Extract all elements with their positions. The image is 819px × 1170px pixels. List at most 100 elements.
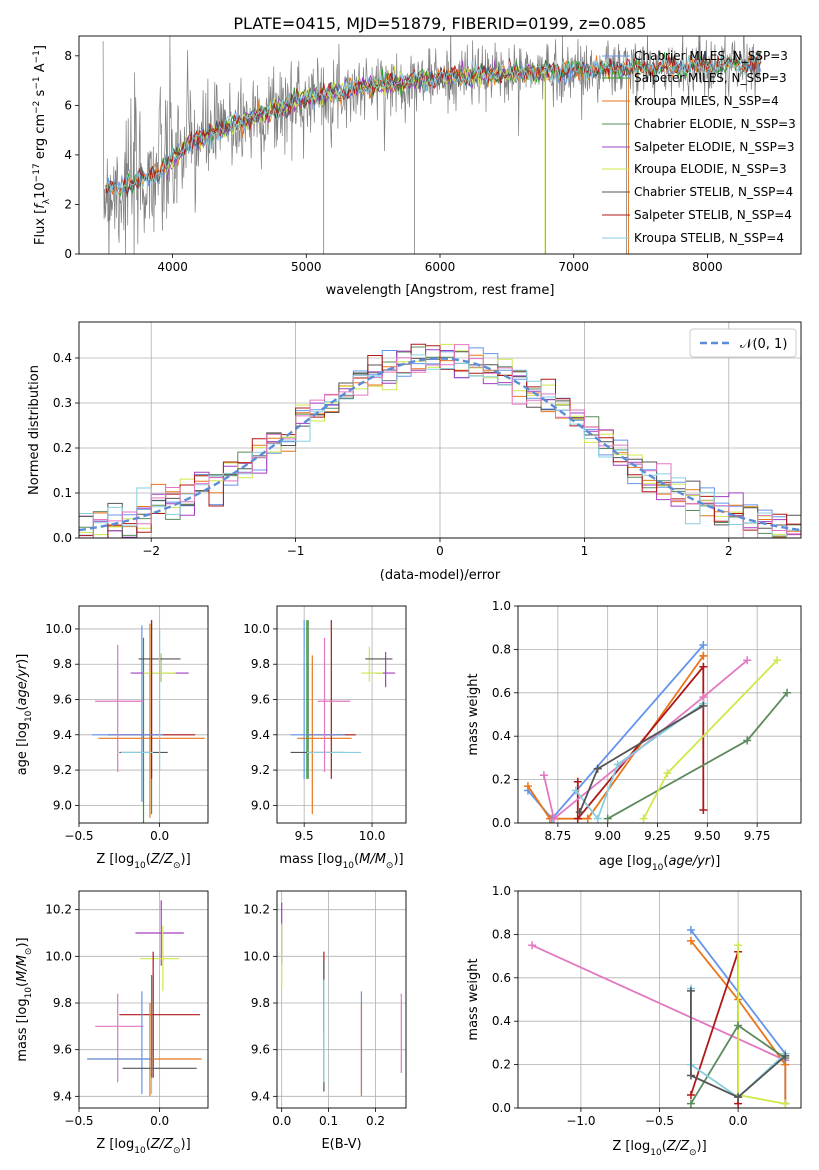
axes-frame (78, 890, 209, 1109)
x-tick-label: 0.0 (729, 1114, 748, 1128)
axes-frame (276, 890, 407, 1109)
legend-entry: Kroupa STELIB, N_SSP=4 (602, 231, 784, 245)
y-tick-label: 0.6 (492, 971, 511, 985)
weight-marker (734, 941, 743, 950)
x-tick-label: −0.5 (645, 1114, 674, 1128)
y-tick-label: 0.2 (53, 441, 72, 455)
model-spectrum-line (165, 59, 548, 181)
x-tick-label: 0.0 (150, 829, 169, 843)
legend-label: Kroupa MILES, N_SSP=4 (634, 94, 779, 108)
weight-series-line (578, 705, 704, 813)
weight-marker (781, 1051, 790, 1060)
y-tick-label: 0.3 (53, 396, 72, 410)
weight-series-line (531, 944, 786, 1062)
y-tick-label: 0.4 (53, 351, 72, 365)
x-tick-label: 0.2 (366, 1114, 385, 1128)
y-tick-label: 9.0 (251, 798, 270, 812)
legend-label: Salpeter STELIB, N_SSP=4 (634, 208, 792, 222)
axes-frame (78, 605, 209, 824)
plot-area (79, 343, 801, 538)
x-tick-label: −1 (287, 544, 305, 558)
x-tick-label: −0.5 (64, 829, 93, 843)
weight-marker (699, 662, 708, 671)
plot-area (281, 902, 402, 1097)
x-tick-label: 9.25 (644, 829, 671, 843)
y-tick-label: 0.8 (492, 927, 511, 941)
age-vs-mass-panel: 9.5 10.0 9.0 9.2 9.4 9.6 9.8 10.0 mass [log10(M/… (243, 605, 407, 871)
x-tick-label: 1 (581, 544, 589, 558)
y-tick-label: 0 (64, 247, 72, 261)
axes-frame (78, 321, 802, 539)
weight-marker (593, 764, 602, 773)
gridlines (277, 891, 406, 1108)
axes-frame (276, 605, 407, 824)
y-tick-label: 9.8 (53, 996, 72, 1010)
y-tick-label: 10.0 (243, 622, 270, 636)
y-tick-label: 0.2 (492, 1058, 511, 1072)
x-tick-label: −2 (142, 544, 160, 558)
x-tick-label: 4000 (157, 260, 188, 274)
y-axis-label: mass weight (466, 673, 481, 755)
residual-histogram-step (79, 343, 801, 538)
weight-marker (699, 701, 708, 710)
y-tick-label: 9.6 (251, 1043, 270, 1057)
weight-marker (523, 782, 532, 791)
y-tick-label: 9.4 (251, 1089, 270, 1103)
y-tick-label: 9.0 (53, 798, 72, 812)
weight-marker (663, 769, 672, 778)
weight-marker (743, 736, 752, 745)
weight-vs-metallicity-panel: −1.0 −0.5 0.0 0.0 0.2 0.4 0.6 0.8 1.0 mass weight… (466, 884, 802, 1158)
y-axis-label: mass [log10(M/M⊙)] (15, 937, 34, 1061)
x-axis-label: (data-model)/error (380, 568, 501, 583)
x-tick-label: −1.0 (566, 1114, 595, 1128)
weight-marker (573, 814, 582, 823)
y-tick-label: 9.6 (251, 693, 270, 707)
x-tick-label: 0 (436, 544, 444, 558)
y-tick-label: 0.0 (492, 1101, 511, 1115)
x-tick-label: 2 (725, 544, 733, 558)
legend-entry: Chabrier MILES, N_SSP=3 (602, 49, 788, 63)
y-tick-label: 10.0 (45, 622, 72, 636)
x-tick-label: 9.5 (295, 829, 314, 843)
plot-area (102, 36, 762, 254)
plot-area (87, 900, 202, 1097)
x-axis-label: mass [log10(M/M⊙)] (279, 852, 403, 871)
y-tick-label: 9.4 (53, 728, 72, 742)
legend-label: Chabrier STELIB, N_SSP=4 (634, 185, 793, 199)
y-tick-label: 9.4 (251, 728, 270, 742)
legend-entry: Salpeter STELIB, N_SSP=4 (602, 208, 792, 222)
y-tick-label: 10.2 (243, 903, 270, 917)
y-tick-label: 10.0 (243, 949, 270, 963)
legend-entry: Salpeter MILES, N_SSP=3 (602, 71, 787, 85)
y-tick-label: 9.8 (251, 657, 270, 671)
weight-series-line (543, 659, 748, 821)
age-vs-metallicity-panel: −0.5 0.0 9.0 9.2 9.4 9.6 9.8 10.0 Z [log10(Z/Z⊙)… (15, 605, 209, 871)
weight-marker (686, 986, 695, 995)
legend-entry: Kroupa ELODIE, N_SSP=3 (602, 162, 787, 176)
axes-frame (517, 890, 802, 1109)
y-tick-label: 9.4 (53, 1089, 72, 1103)
weight-marker (603, 814, 612, 823)
weight-marker (781, 1099, 790, 1108)
weight-marker (699, 805, 708, 814)
y-tick-label: 4 (64, 148, 72, 162)
y-tick-label: 10.0 (45, 949, 72, 963)
weight-vs-age-panel: 8.75 9.00 9.25 9.50 9.75 0.0 0.2 0.4 0.6 0.8 1.0 ma… (466, 599, 802, 873)
residuals-panel: −2 −1 0 1 2 0.0 0.1 0.2 0.3 0.4 (data-model)/error… (27, 321, 802, 583)
legend-label: Chabrier MILES, N_SSP=3 (634, 49, 788, 63)
legend-label: Salpeter ELODIE, N_SSP=3 (634, 140, 795, 154)
weight-marker (571, 786, 580, 795)
legend-entry: Chabrier STELIB, N_SSP=4 (602, 185, 793, 199)
plot-area (290, 620, 396, 815)
weight-marker (773, 656, 782, 665)
weight-series-line (527, 644, 704, 821)
y-tick-label: 9.2 (53, 763, 72, 777)
spectrum-panel: 4000 5000 6000 7000 8000 0 2 4 6 8 wavelength [Ang… (32, 35, 802, 298)
weight-marker (686, 1071, 695, 1080)
y-tick-label: 10.2 (45, 903, 72, 917)
figure-title: PLATE=0415, MJD=51879, FIBERID=0199, z=0… (233, 14, 646, 33)
x-tick-label: 9.75 (744, 829, 771, 843)
y-tick-label: 6 (64, 98, 72, 112)
y-axis-label: Flux [fλ10−17 erg cm−2 s−1 A−1] (32, 45, 52, 245)
